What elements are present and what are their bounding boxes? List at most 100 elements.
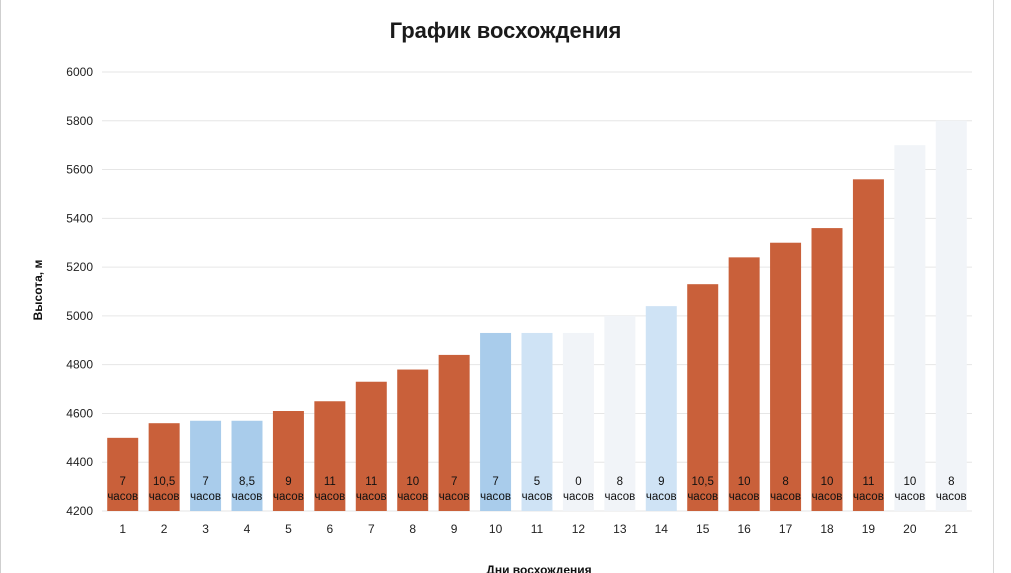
data-label-unit: часов (604, 491, 635, 503)
bar (687, 284, 719, 511)
y-tick-label: 6000 (66, 65, 93, 79)
x-tick-label: 21 (945, 522, 959, 536)
data-label-unit: часов (812, 491, 843, 503)
data-label-hours: 5 (534, 476, 540, 488)
bar (852, 179, 884, 512)
y-tick-labels: 4200 4400 4600 4800 5000 5200 5400 5600 5800 6000 (66, 65, 93, 518)
bar (894, 145, 926, 511)
y-tick-label: 5800 (66, 114, 93, 128)
data-label-hours: 11 (365, 476, 377, 488)
x-tick-label: 8 (409, 522, 416, 536)
data-label-hours: 9 (658, 476, 664, 488)
bar (604, 315, 636, 511)
data-label-unit: часов (356, 491, 387, 503)
x-tick-label: 18 (820, 522, 834, 536)
x-tick-label: 2 (161, 522, 168, 536)
x-tick-label: 17 (779, 522, 793, 536)
bar (770, 242, 802, 511)
data-label-hours: 10 (903, 476, 916, 488)
data-label-hours: 8 (948, 476, 954, 488)
bar (935, 120, 967, 512)
data-label-hours: 10 (406, 476, 419, 488)
data-label-hours: 10,5 (692, 476, 714, 488)
data-label-hours: 11 (862, 476, 874, 488)
data-label-hours: 8,5 (239, 476, 255, 488)
data-label-hours: 7 (451, 476, 457, 488)
x-tick-label: 13 (613, 522, 627, 536)
bar (397, 369, 429, 511)
x-tick-label: 11 (531, 522, 544, 536)
data-label-hours: 9 (285, 476, 291, 488)
x-tick-labels: 1 2 3 4 5 6 7 8 9 10 11 12 13 14 15 16 17 18 19 20 21 (119, 522, 958, 536)
data-label-hours: 7 (120, 476, 126, 488)
y-tick-label: 4200 (66, 504, 93, 518)
x-tick-label: 5 (285, 522, 292, 536)
x-tick-label: 6 (327, 522, 334, 536)
data-label-hours: 10 (821, 476, 834, 488)
data-label-unit: часов (107, 491, 138, 503)
x-tick-label: 15 (696, 522, 710, 536)
bar (355, 381, 387, 511)
data-label-hours: 8 (782, 476, 788, 488)
data-label-unit: часов (770, 491, 801, 503)
data-label-unit: часов (687, 491, 718, 503)
frame-right-edge (993, 0, 994, 573)
bar (107, 437, 139, 511)
x-tick-label: 10 (489, 522, 503, 536)
y-tick-label: 4800 (66, 358, 93, 372)
bar (480, 332, 512, 511)
bar (562, 332, 594, 511)
bar (728, 257, 760, 511)
x-tick-label: 19 (862, 522, 876, 536)
data-label-unit: часов (853, 491, 884, 503)
data-label-hours: 0 (575, 476, 581, 488)
data-label-hours: 7 (492, 476, 498, 488)
y-tick-label: 5400 (66, 211, 93, 225)
x-axis-label: Дни восхождения (486, 563, 591, 573)
y-tick-label: 5600 (66, 163, 93, 177)
data-label-unit: часов (729, 491, 760, 503)
y-axis-label: Высота, м (31, 260, 45, 321)
x-tick-label: 4 (244, 522, 251, 536)
data-label-unit: часов (273, 491, 304, 503)
bar (438, 354, 470, 511)
data-label-unit: часов (232, 491, 263, 503)
bar (190, 420, 222, 511)
chart-title: График восхождения (389, 18, 622, 43)
y-tick-label: 5200 (66, 260, 93, 274)
data-label-unit: часов (480, 491, 511, 503)
data-label-hours: 8 (617, 476, 623, 488)
x-tick-label: 1 (119, 522, 126, 536)
bar (645, 306, 677, 511)
data-labels: 7 часов 10,5 часов 7 часов 8,5 часов 9 часов 11 час… (107, 476, 966, 503)
bar (314, 401, 346, 511)
data-label-unit: часов (563, 491, 594, 503)
x-tick-label: 9 (451, 522, 458, 536)
bar (521, 332, 553, 511)
bars (107, 120, 967, 512)
data-label-hours: 7 (202, 476, 208, 488)
y-tick-label: 4400 (66, 455, 93, 469)
data-label-unit: часов (190, 491, 221, 503)
bar (148, 423, 180, 511)
x-tick-label: 3 (202, 522, 209, 536)
data-label-unit: часов (894, 491, 925, 503)
data-label-unit: часов (936, 491, 967, 503)
data-label-unit: часов (522, 491, 553, 503)
x-tick-label: 20 (903, 522, 917, 536)
x-tick-label: 7 (368, 522, 375, 536)
y-tick-label: 4600 (66, 406, 93, 420)
data-label-unit: часов (397, 491, 428, 503)
data-label-unit: часов (646, 491, 677, 503)
y-tick-label: 5000 (66, 309, 93, 323)
data-label-hours: 10,5 (153, 476, 175, 488)
frame-left-edge (0, 0, 1, 573)
bar (272, 411, 304, 511)
x-tick-label: 16 (737, 522, 751, 536)
bar (231, 420, 263, 511)
x-tick-label: 12 (572, 522, 586, 536)
data-label-hours: 11 (324, 476, 336, 488)
bar (811, 228, 843, 512)
data-label-unit: часов (149, 491, 180, 503)
